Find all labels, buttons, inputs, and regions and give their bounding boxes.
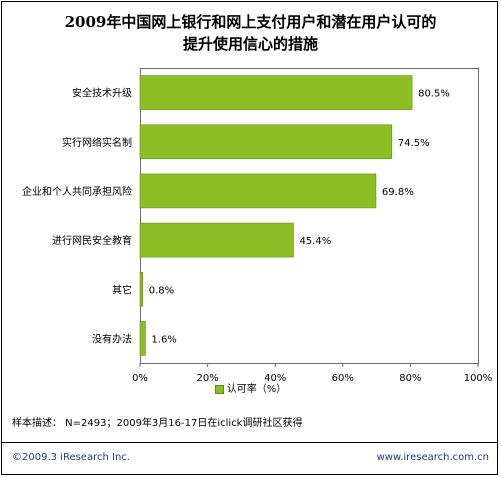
- category-label: 企业和个人共同承担风险: [22, 185, 132, 198]
- footer-divider: [1, 442, 498, 443]
- bar: [139, 222, 294, 258]
- value-label: 1.6%: [151, 334, 176, 345]
- value-label: 0.8%: [149, 285, 174, 296]
- website-link[interactable]: www.iresearch.com.cn: [376, 452, 489, 463]
- legend-swatch: [214, 384, 224, 394]
- category-label: 安全技术升级: [72, 87, 132, 100]
- x-tick-label: 40%: [264, 373, 286, 384]
- legend: 认可率（%）: [0, 384, 501, 396]
- category-label: 实行网络实名制: [62, 136, 132, 149]
- bar: [139, 271, 144, 307]
- plot-area: [140, 68, 479, 364]
- x-tick-label: 0%: [132, 373, 148, 384]
- legend-label: 认可率（%）: [226, 384, 287, 395]
- category-label: 进行网民安全教育: [52, 234, 132, 247]
- bar: [139, 124, 393, 160]
- bar: [139, 321, 146, 356]
- category-label: 其它: [112, 283, 132, 296]
- sample-note: 样本描述： N=2493；2009年3月16-17日在iclick调研社区获得: [12, 418, 303, 429]
- chart-title-line1: 2009年中国网上银行和网上支付用户和潜在用户认可的: [64, 13, 437, 31]
- value-label: 74.5%: [398, 138, 430, 149]
- x-tick-label: 80%: [399, 373, 421, 384]
- value-label: 45.4%: [299, 236, 331, 247]
- value-label: 69.8%: [382, 187, 414, 198]
- bar: [139, 173, 377, 209]
- bar: [139, 75, 413, 110]
- x-tick-label: 20%: [196, 373, 218, 384]
- chart-title-line2: 提升使用信心的措施: [182, 35, 318, 53]
- value-label: 80.5%: [418, 89, 450, 100]
- copyright-text: ©2009.3 iResearch Inc.: [12, 452, 130, 463]
- x-tick-label: 60%: [332, 373, 354, 384]
- x-tick-label: 100%: [464, 373, 493, 384]
- category-label: 没有办法: [92, 332, 132, 345]
